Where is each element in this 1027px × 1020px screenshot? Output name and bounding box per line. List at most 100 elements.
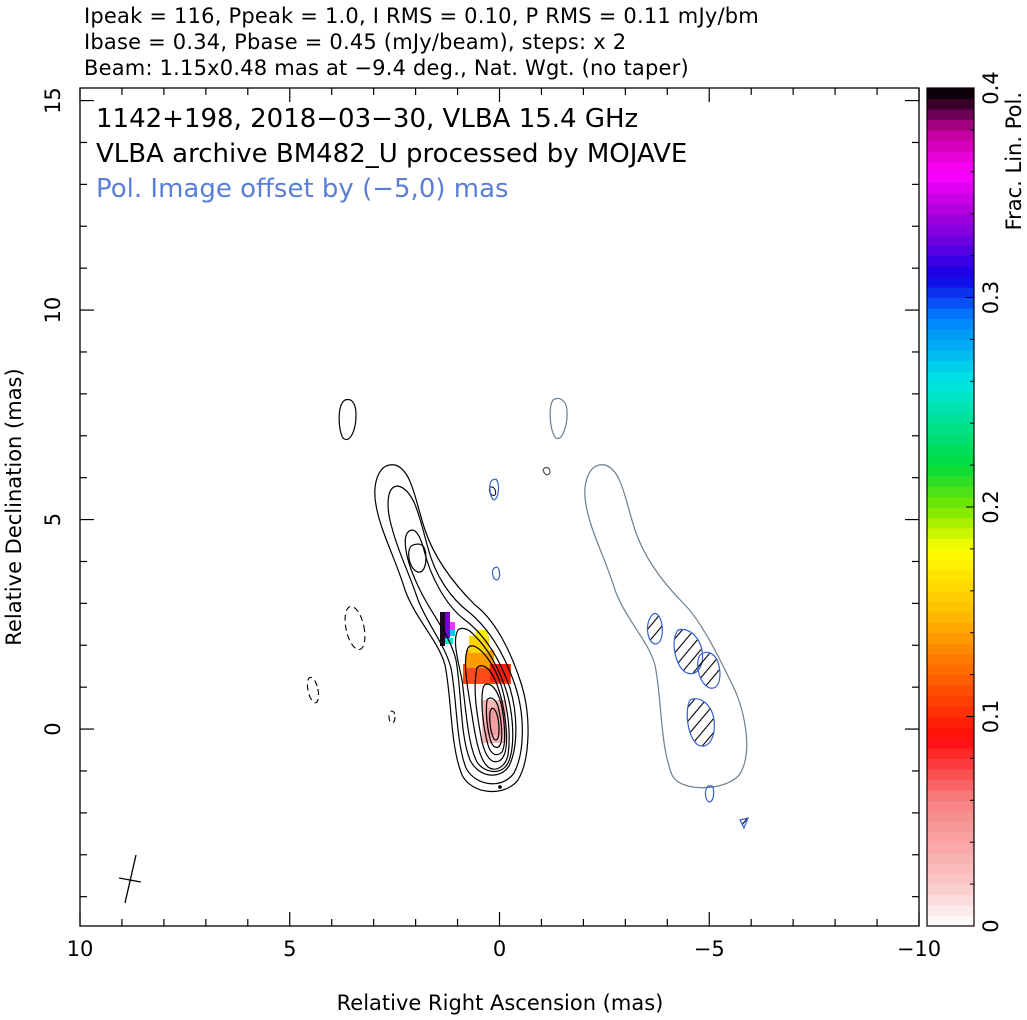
- colorbar-band: [927, 266, 974, 278]
- colorbar-band: [927, 622, 974, 634]
- colorbar-band: [927, 129, 974, 141]
- colorbar-band: [927, 224, 974, 236]
- colorbar-band: [927, 852, 974, 864]
- offset-contours: [549, 397, 748, 789]
- colorbar-band: [927, 182, 974, 194]
- colorbar-band: [927, 569, 974, 581]
- header-line-1: Ipeak = 116, Ppeak = 1.0, I RMS = 0.10, …: [84, 4, 759, 28]
- colorbar-band: [927, 287, 974, 299]
- colorbar-band: [927, 370, 974, 382]
- y-axis-title: Relative Declination (mas): [2, 368, 26, 645]
- colorbar-band: [927, 590, 974, 602]
- colorbar-band: [927, 664, 974, 676]
- colorbar-band: [927, 465, 974, 477]
- plot-frame: [79, 87, 920, 927]
- colorbar-band: [927, 643, 974, 655]
- x-axis: 10 5 0 −5 −10: [67, 88, 941, 961]
- colorbar-band: [927, 653, 974, 665]
- colorbar-band: [927, 821, 974, 833]
- colorbar-title: Frac. Lin. Pol.: [1002, 92, 1026, 230]
- colorbar-band: [927, 831, 974, 843]
- header-line-3: Beam: 1.15x0.48 mas at −9.4 deg., Nat. W…: [84, 56, 689, 80]
- colorbar-band: [927, 706, 974, 718]
- colorbar-band: [927, 810, 974, 822]
- colorbar-band: [927, 454, 974, 466]
- colorbar: 0 0.1 0.2 0.3 0.4: [926, 71, 1003, 933]
- offset-label: Pol. Image offset by (−5,0) mas: [96, 174, 509, 204]
- colorbar-band: [927, 695, 974, 707]
- colorbar-tick-label: 0: [979, 919, 1003, 932]
- colorbar-band: [927, 559, 974, 571]
- colorbar-band: [927, 580, 974, 592]
- colorbar-band: [927, 894, 974, 906]
- colorbar-band: [927, 297, 974, 309]
- colorbar-band: [927, 234, 974, 246]
- colorbar-band: [927, 527, 974, 540]
- colorbar-band: [927, 873, 974, 885]
- colorbar-band: [927, 381, 974, 393]
- y-tick-label: 0: [41, 722, 65, 735]
- colorbar-band: [927, 349, 974, 361]
- x-tick-label: 10: [67, 937, 94, 961]
- colorbar-band: [927, 360, 974, 372]
- colorbar-band: [927, 496, 974, 508]
- colorbar-band: [927, 779, 974, 791]
- colorbar-band: [927, 726, 974, 739]
- colorbar-band: [927, 161, 974, 173]
- colorbar-band: [927, 632, 974, 644]
- colorbar-band: [927, 433, 974, 445]
- archive-label: VLBA archive BM482_U processed by MOJAVE: [96, 139, 687, 169]
- colorbar-band: [927, 548, 974, 560]
- colorbar-band: [927, 276, 974, 288]
- colorbar-band: [927, 674, 974, 686]
- colorbar-band: [927, 863, 974, 875]
- colorbar-band: [927, 737, 974, 749]
- colorbar-band: [927, 307, 974, 320]
- colorbar-band: [927, 98, 974, 110]
- beam-marker: [118, 854, 142, 904]
- colorbar-band: [927, 412, 974, 424]
- colorbar-band: [927, 318, 974, 330]
- x-tick-label: 5: [283, 937, 296, 961]
- colorbar-band: [927, 905, 974, 917]
- colorbar-band: [927, 245, 974, 257]
- colorbar-band: [927, 789, 974, 801]
- colorbar-band: [927, 768, 974, 780]
- colorbar-band: [927, 611, 974, 623]
- colorbar-band: [927, 88, 974, 100]
- colorbar-band: [927, 685, 974, 697]
- x-axis-title: Relative Right Ascension (mas): [337, 991, 664, 1015]
- colorbar-band: [927, 758, 974, 770]
- colorbar-band: [927, 171, 974, 183]
- colorbar-band: [927, 391, 974, 403]
- x-tick-label: 0: [493, 937, 506, 961]
- y-tick-label: 15: [41, 87, 65, 114]
- negative-contours: [306, 605, 396, 724]
- colorbar-band: [927, 486, 974, 498]
- colorbar-tick-label: 0.3: [979, 281, 1003, 314]
- colorbar-band: [927, 213, 974, 225]
- colorbar-tick-label: 0.4: [979, 71, 1003, 104]
- colorbar-band: [927, 255, 974, 267]
- colorbar-band: [927, 140, 974, 152]
- colorbar-band: [927, 538, 974, 550]
- pol-contours-core: [489, 478, 501, 581]
- colorbar-band: [927, 915, 974, 927]
- colorbar-tick-label: 0.2: [979, 490, 1003, 523]
- x-tick-label: −5: [694, 937, 725, 961]
- colorbar-band: [927, 475, 974, 487]
- colorbar-band: [927, 601, 974, 613]
- source-label: 1142+198, 2018−03−30, VLBA 15.4 GHz: [96, 104, 638, 134]
- pol-contours-offset: [646, 612, 749, 830]
- colorbar-band: [927, 402, 974, 414]
- colorbar-band: [927, 747, 974, 759]
- colorbar-band: [927, 108, 974, 121]
- colorbar-tick-label: 0.1: [979, 700, 1003, 733]
- plot-content: [306, 397, 749, 830]
- colorbar-band: [927, 150, 974, 162]
- colorbar-band: [927, 203, 974, 215]
- colorbar-band: [927, 507, 974, 519]
- header-line-2: Ibase = 0.34, Pbase = 0.45 (mJy/beam), s…: [84, 30, 627, 54]
- colorbar-band: [927, 800, 974, 812]
